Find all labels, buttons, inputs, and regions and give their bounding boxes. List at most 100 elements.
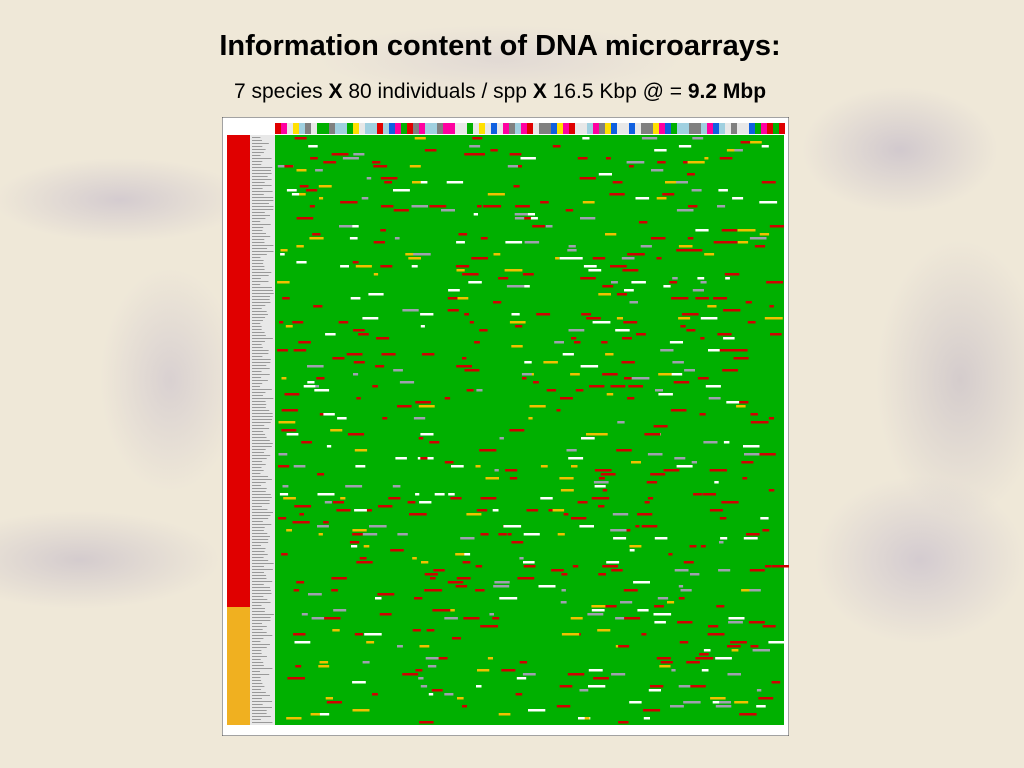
array-spot: [759, 201, 778, 204]
array-spot: [313, 305, 323, 308]
array-spot: [457, 697, 464, 700]
header-cell: [545, 123, 551, 134]
array-spot: [282, 297, 290, 300]
label-line: [252, 536, 270, 537]
array-spot: [447, 309, 459, 312]
array-spot: [653, 613, 672, 616]
array-spot: [493, 585, 510, 588]
array-spot: [600, 473, 616, 476]
array-spot: [375, 365, 385, 368]
header-cell: [695, 123, 701, 134]
array-spot: [354, 509, 367, 512]
array-spot: [670, 409, 687, 412]
microarray-image: [222, 117, 789, 736]
array-spot: [338, 321, 349, 324]
array-spot: [581, 437, 595, 440]
label-line: [252, 629, 263, 630]
array-spot: [293, 589, 300, 592]
array-spot: [574, 341, 581, 344]
array-spot: [687, 161, 705, 164]
header-cell: [419, 123, 425, 134]
array-spot: [490, 149, 498, 152]
array-spot: [635, 197, 650, 200]
array-spot: [377, 593, 395, 596]
array-spot: [734, 701, 749, 704]
label-line: [252, 392, 266, 393]
label-line: [252, 146, 263, 147]
array-spot: [746, 533, 760, 536]
array-spot: [310, 157, 318, 160]
array-spot: [659, 665, 671, 668]
array-spot: [532, 225, 545, 228]
array-spot: [390, 549, 404, 552]
label-line: [252, 311, 267, 312]
array-spot: [680, 589, 692, 592]
array-spot: [522, 285, 530, 288]
array-spot: [533, 381, 539, 384]
array-spot: [296, 245, 304, 248]
array-spot: [492, 617, 500, 620]
array-spot: [750, 645, 759, 648]
array-spot: [584, 717, 590, 720]
array-spot: [473, 213, 478, 216]
label-line: [252, 485, 262, 486]
array-spot: [424, 573, 438, 576]
array-spot: [349, 237, 358, 240]
array-spot: [702, 493, 716, 496]
array-spot: [720, 537, 728, 540]
array-spot: [627, 253, 645, 256]
array-spot: [524, 241, 540, 244]
label-line: [252, 176, 268, 177]
label-line: [252, 488, 267, 489]
label-line: [252, 692, 266, 693]
array-spot: [692, 137, 704, 140]
label-line: [252, 347, 263, 348]
header-cell: [473, 123, 479, 134]
array-spot: [388, 497, 401, 500]
array-area: [275, 135, 784, 725]
array-spot: [291, 193, 304, 196]
array-spot: [353, 153, 365, 156]
label-line: [252, 668, 273, 669]
label-line: [252, 293, 274, 294]
array-spot: [594, 469, 609, 472]
array-spot: [447, 297, 458, 300]
array-spot: [732, 197, 744, 200]
array-spot: [503, 525, 522, 528]
array-spot: [309, 237, 324, 240]
array-spot: [418, 677, 424, 680]
header-cell: [737, 123, 743, 134]
header-cell: [467, 123, 473, 134]
array-spot: [582, 137, 590, 140]
array-spot: [700, 281, 707, 284]
array-spot: [736, 405, 746, 408]
array-spot: [507, 533, 512, 536]
array-spot: [727, 645, 741, 648]
array-spot: [726, 149, 735, 152]
array-spot: [631, 461, 641, 464]
array-spot: [676, 465, 693, 468]
array-spot: [676, 249, 693, 252]
header-cell: [551, 123, 557, 134]
label-line: [252, 449, 266, 450]
array-spot: [324, 501, 332, 504]
label-line: [252, 506, 262, 507]
array-spot: [339, 225, 357, 228]
array-spot: [605, 353, 614, 356]
label-line: [252, 242, 265, 243]
array-spot: [281, 553, 288, 556]
array-spot: [444, 461, 454, 464]
array-spot: [552, 145, 561, 148]
array-spot: [549, 361, 556, 364]
array-spot: [480, 533, 489, 536]
array-spot: [580, 217, 596, 220]
header-cell: [455, 123, 461, 134]
label-line: [252, 452, 265, 453]
array-spot: [641, 137, 658, 140]
label-line: [252, 509, 268, 510]
label-line: [252, 227, 264, 228]
array-spot: [662, 193, 675, 196]
array-spot: [522, 377, 527, 380]
label-line: [252, 353, 269, 354]
label-line: [252, 305, 266, 306]
